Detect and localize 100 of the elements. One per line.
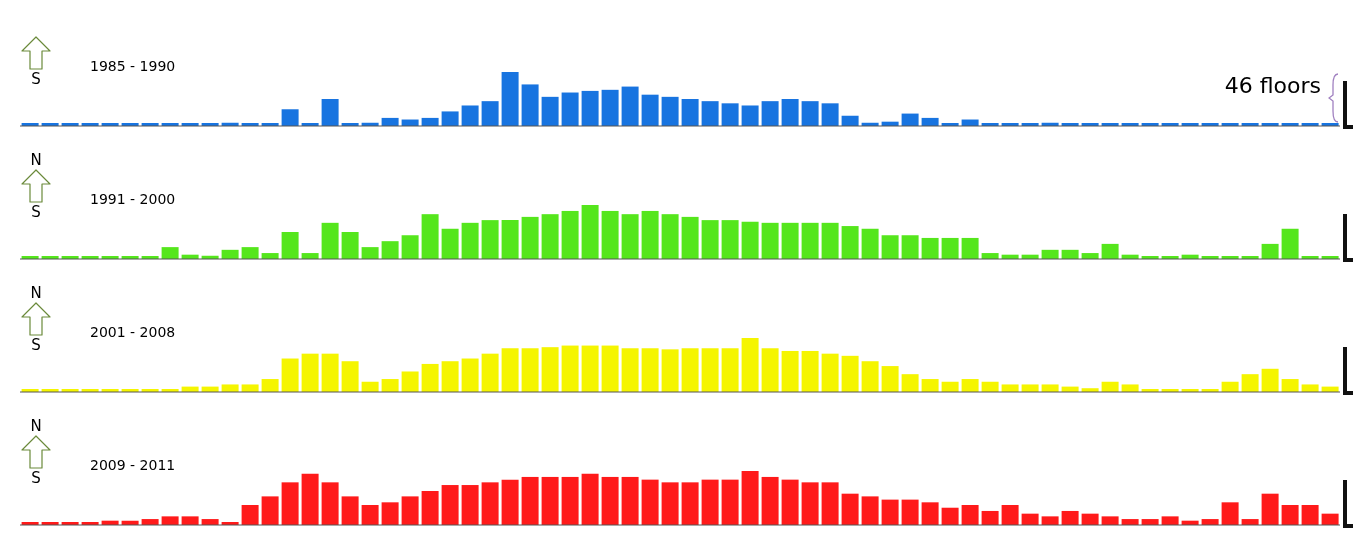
- bar: [801, 350, 819, 392]
- bar: [861, 228, 879, 259]
- bar: [561, 92, 579, 126]
- bar: [601, 210, 619, 259]
- bar: [341, 496, 359, 525]
- chart-title: 1985 - 1990: [90, 58, 176, 74]
- bar: [1301, 505, 1319, 525]
- bar: [961, 505, 979, 525]
- bar: [701, 220, 719, 259]
- bar: [361, 247, 379, 259]
- text: N: [30, 417, 42, 435]
- bar: [1021, 384, 1039, 392]
- annotation: S: [31, 469, 41, 487]
- bar: [681, 99, 699, 126]
- bar: [721, 348, 739, 392]
- bar: [381, 379, 399, 392]
- bar: [641, 94, 659, 126]
- bar: [661, 214, 679, 259]
- bar: [501, 348, 519, 392]
- bar: [1261, 243, 1279, 259]
- bar: [441, 361, 459, 392]
- bar: [621, 348, 639, 392]
- bar: [501, 220, 519, 259]
- bar: [341, 232, 359, 259]
- bar: [1281, 228, 1299, 259]
- bar: [921, 379, 939, 392]
- bar: [261, 496, 279, 525]
- bar: [401, 371, 419, 392]
- bar: [321, 99, 339, 126]
- bar: [941, 237, 959, 259]
- bar: [481, 220, 499, 259]
- bar: [1101, 516, 1119, 525]
- bar: [1221, 502, 1239, 525]
- bar: [861, 361, 879, 392]
- bar: [781, 99, 799, 126]
- bar: [321, 353, 339, 392]
- bar: [801, 222, 819, 259]
- bar: [241, 505, 259, 525]
- bar: [741, 338, 759, 392]
- bar: [501, 72, 519, 126]
- text: N: [30, 151, 42, 169]
- bar: [961, 237, 979, 259]
- bar: [781, 350, 799, 392]
- bar: [341, 361, 359, 392]
- bar: [321, 482, 339, 525]
- bar: [841, 493, 859, 525]
- bar: [421, 363, 439, 392]
- bar: [1161, 516, 1179, 525]
- bar: [1041, 384, 1059, 392]
- bar: [881, 235, 899, 259]
- bar: [981, 510, 999, 525]
- text: N: [30, 284, 42, 302]
- bar: [821, 103, 839, 126]
- bar: [281, 232, 299, 259]
- bar: [901, 374, 919, 392]
- bar: [1241, 374, 1259, 392]
- bar: [901, 235, 919, 259]
- bar: [561, 476, 579, 525]
- bar: [881, 499, 899, 525]
- chart-title: 2009 - 2011: [90, 457, 176, 473]
- bar: [441, 111, 459, 126]
- bar: [561, 210, 579, 259]
- bar: [681, 216, 699, 259]
- bar: [1041, 516, 1059, 525]
- bar: [1121, 384, 1139, 392]
- bar: [181, 516, 199, 525]
- chart-title: 1991 - 2000: [90, 191, 176, 207]
- bar: [521, 84, 539, 126]
- bar: [901, 499, 919, 525]
- bar: [781, 222, 799, 259]
- bar: [941, 507, 959, 525]
- bar: [541, 96, 559, 126]
- bar: [781, 479, 799, 525]
- bar: [501, 479, 519, 525]
- bar: [461, 358, 479, 392]
- bar: [1261, 493, 1279, 525]
- bar: [581, 473, 599, 525]
- bar: [621, 214, 639, 259]
- bar: [541, 476, 559, 525]
- bar: [561, 345, 579, 392]
- bar: [241, 384, 259, 392]
- bar: [641, 210, 659, 259]
- bar: [281, 482, 299, 525]
- bar: [821, 482, 839, 525]
- bar: [1001, 384, 1019, 392]
- bar: [741, 221, 759, 259]
- annotation: S: [31, 336, 41, 354]
- bar: [521, 476, 539, 525]
- bar: [701, 101, 719, 126]
- y-axis-title: 46 floors: [1224, 73, 1321, 98]
- bar: [381, 502, 399, 525]
- bar: [661, 349, 679, 392]
- bar: [481, 482, 499, 525]
- bar: [681, 482, 699, 525]
- bar: [821, 353, 839, 392]
- bar: [661, 482, 679, 525]
- bar: [521, 216, 539, 259]
- bar: [601, 345, 619, 392]
- bar: [721, 103, 739, 126]
- bar: [841, 355, 859, 392]
